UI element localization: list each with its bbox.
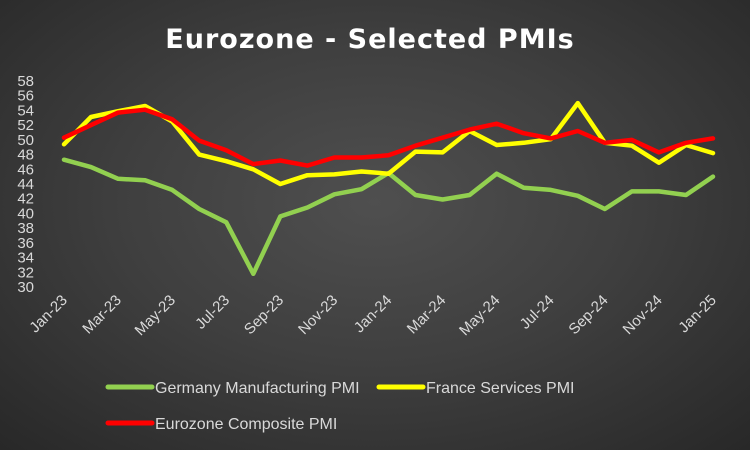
y-tick-label: 34 (17, 250, 34, 267)
x-tick-label: Mar-23 (79, 292, 125, 338)
y-tick-label: 48 (17, 147, 34, 164)
x-tick-label: May-24 (456, 292, 503, 339)
y-tick-label: 54 (17, 102, 34, 119)
y-tick-label: 42 (17, 191, 34, 208)
x-tick-label: May-23 (132, 292, 179, 339)
x-tick-label: Jan-24 (351, 292, 395, 336)
x-tick-label: Jul-24 (517, 292, 558, 333)
legend: Germany Manufacturing PMI France Services… (105, 380, 574, 433)
legend-label: France Services PMI (426, 380, 574, 397)
y-tick-label: 30 (17, 279, 34, 296)
y-tick-label: 52 (17, 117, 34, 134)
x-tick-label: Nov-24 (620, 292, 666, 338)
series-line-1 (61, 157, 716, 277)
x-tick-label: Jan-23 (26, 292, 70, 336)
y-tick-label: 40 (17, 205, 34, 222)
y-tick-label: 58 (17, 73, 34, 90)
y-tick-label: 56 (17, 88, 34, 105)
x-tick-label: Nov-23 (295, 292, 341, 338)
y-tick-label: 46 (17, 161, 34, 178)
x-tick-label: Sep-23 (241, 292, 287, 338)
y-tick-label: 50 (17, 132, 34, 149)
x-tick-label: Mar-24 (404, 292, 450, 338)
y-tick-label: 38 (17, 220, 34, 237)
x-tick-label: Jan-25 (675, 292, 719, 336)
x-axis: Jan-23 Mar-23 May-23 Jul-23 Sep-23 Nov-23 Jan-… (26, 292, 719, 339)
y-tick-label: 36 (17, 235, 34, 252)
y-tick-label: 32 (17, 264, 34, 281)
chart-title: Eurozone - Selected PMIs (165, 24, 574, 55)
series-layer (61, 100, 716, 277)
y-tick-label: 44 (17, 176, 34, 193)
x-tick-label: Jul-23 (192, 292, 233, 333)
x-tick-label: Sep-24 (565, 292, 611, 338)
legend-label: Germany Manufacturing PMI (155, 380, 360, 397)
series-line-3 (61, 107, 716, 168)
legend-label: Eurozone Composite PMI (155, 416, 337, 433)
